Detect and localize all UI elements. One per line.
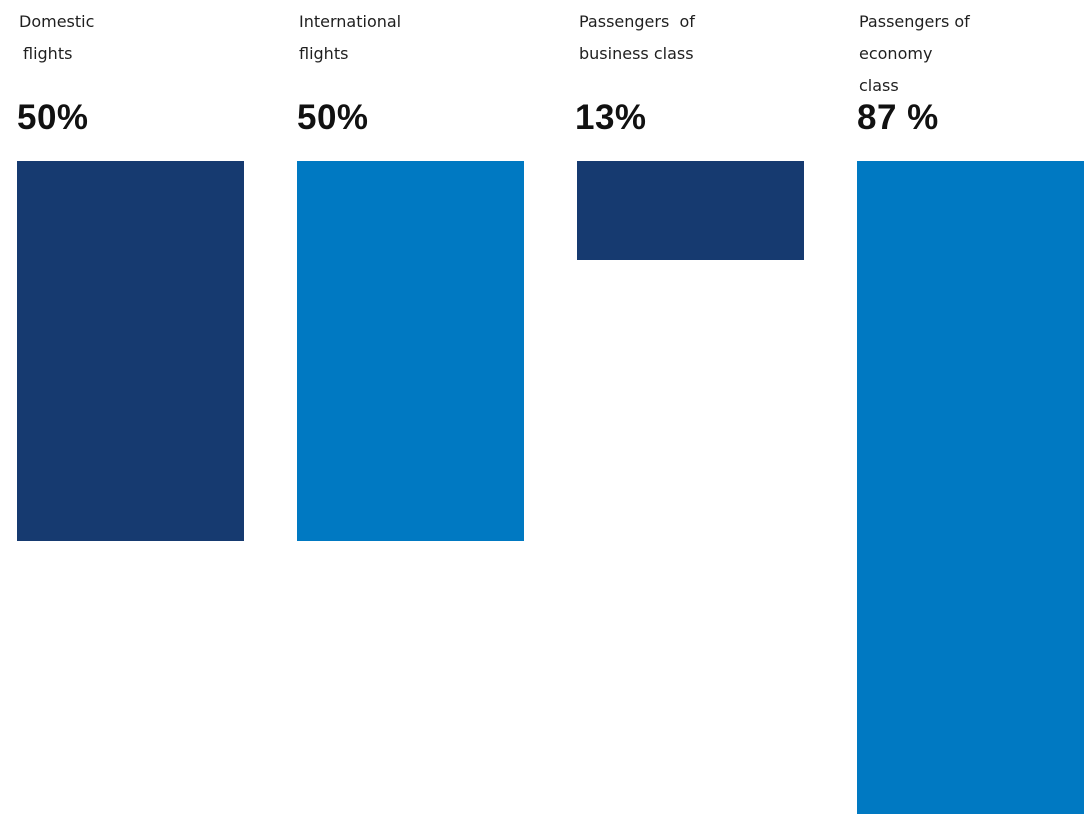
value-label-international-flights: 50%	[297, 98, 369, 137]
value-label-economy-class: 87 %	[857, 98, 939, 137]
category-label-line: Passengers of	[859, 12, 970, 31]
value-label-domestic-flights: 50%	[17, 98, 89, 137]
column-business-class: Passengers of business class 13%	[575, 0, 804, 814]
bar-business-class	[577, 161, 804, 260]
category-label-line: class	[859, 76, 899, 95]
column-economy-class: Passengers of economy class 87 %	[857, 0, 1084, 814]
category-label-business-class: Passengers of business class	[579, 6, 695, 70]
category-label-line: business class	[579, 44, 694, 63]
bar-domestic-flights	[17, 161, 244, 541]
category-label-domestic-flights: Domestic flights	[19, 6, 94, 70]
column-international-flights: International flights 50%	[297, 0, 524, 814]
category-label-line: International	[299, 12, 402, 31]
category-label-line: Passengers of	[579, 12, 695, 31]
bar-international-flights	[297, 161, 524, 541]
category-label-line: Domestic	[19, 12, 95, 31]
category-label-economy-class: Passengers of economy class	[859, 6, 970, 102]
category-label-line: flights	[23, 44, 73, 63]
value-label-business-class: 13%	[575, 98, 647, 137]
category-label-line: economy	[859, 44, 933, 63]
bar-economy-class	[857, 161, 1084, 814]
category-label-international-flights: International flights	[299, 6, 401, 70]
column-domestic-flights: Domestic flights 50%	[17, 0, 244, 814]
category-label-line: flights	[299, 44, 349, 63]
